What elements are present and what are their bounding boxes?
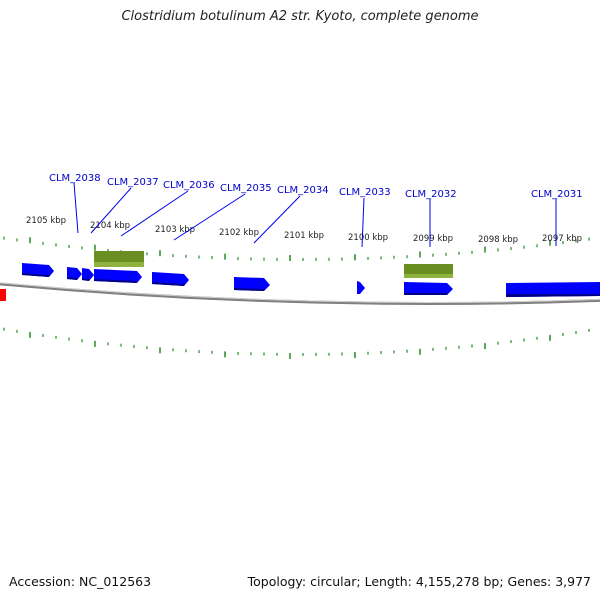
- gene-label-clm-2031[interactable]: CLM_2031: [531, 189, 583, 200]
- leader-line-clm-2035: [173, 193, 246, 241]
- leader-line-clm-2036: [120, 190, 189, 237]
- kbp-label-2098: 2098 kbp: [478, 235, 518, 245]
- genome-backbone-highlight: [0, 282, 600, 304]
- leader-line-clm-2038: [73, 182, 79, 234]
- rna-feature-clm-2037-shade: [94, 262, 144, 267]
- rna-feature-clm-2032-shade: [404, 274, 453, 278]
- kbp-label-2103: 2103 kbp: [155, 225, 195, 235]
- genome-title: Clostridium botulinum A2 str. Kyoto, com…: [121, 9, 479, 24]
- gene-label-clm-2034[interactable]: CLM_2034: [277, 185, 329, 196]
- leader-line-clm-2033: [361, 197, 365, 248]
- kbp-label-2097: 2097 kbp: [542, 234, 582, 244]
- gene-arrow-clm-2034[interactable]: [234, 277, 270, 291]
- kbp-label-2102: 2102 kbp: [219, 228, 259, 238]
- gene-arrow-1-shade: [22, 273, 50, 277]
- kbp-label-2099: 2099 kbp: [413, 234, 453, 244]
- kbp-label-2100: 2100 kbp: [348, 233, 388, 243]
- gene-arrow-2-shade: [67, 277, 78, 280]
- topology-text: Topology: circular; Length: 4,155,278 bp…: [247, 574, 591, 589]
- gene-arrow-2[interactable]: [67, 267, 82, 280]
- gene-label-clm-2038[interactable]: CLM_2038: [49, 173, 101, 184]
- gene-label-clm-2035[interactable]: CLM_2035: [220, 183, 272, 194]
- gene-arrow-1[interactable]: [22, 263, 54, 277]
- gene-arrow-clm-2036[interactable]: [94, 269, 142, 283]
- gene-arrow-clm-2036-shade: [94, 279, 138, 283]
- gene-arrow-clm-2032-shade: [404, 293, 448, 295]
- gene-label-clm-2036[interactable]: CLM_2036: [163, 180, 215, 191]
- gene-arrow-3-shade: [82, 278, 90, 281]
- accession-text: Accession: NC_012563: [9, 574, 152, 589]
- gene-arrow-clm-2033[interactable]: [357, 281, 365, 294]
- gene-label-clm-2037[interactable]: CLM_2037: [107, 177, 159, 188]
- kbp-label-2104: 2104 kbp: [90, 221, 130, 231]
- gene-arrow-clm-2031-shade: [506, 294, 600, 297]
- gene-arrow-clm-2035-shade: [152, 282, 185, 286]
- gene-arrow-clm-2034-shade: [234, 288, 265, 291]
- gene-arrow-clm-2035[interactable]: [152, 272, 189, 286]
- leader-line-clm-2037: [90, 187, 132, 234]
- inner-tick-ring: [3, 327, 590, 359]
- gene-arrow-clm-2031[interactable]: [506, 282, 600, 297]
- kbp-label-2101: 2101 kbp: [284, 231, 324, 241]
- red-feature[interactable]: [0, 289, 6, 301]
- gene-arrow-3[interactable]: [82, 268, 94, 281]
- gene-arrow-clm-2032[interactable]: [404, 282, 453, 295]
- gene-label-clm-2032[interactable]: CLM_2032: [405, 189, 457, 200]
- gene-label-clm-2033[interactable]: CLM_2033: [339, 187, 391, 198]
- kbp-label-2105: 2105 kbp: [26, 216, 66, 226]
- leader-line-clm-2034: [253, 195, 301, 244]
- genome-backbone: [0, 282, 600, 306]
